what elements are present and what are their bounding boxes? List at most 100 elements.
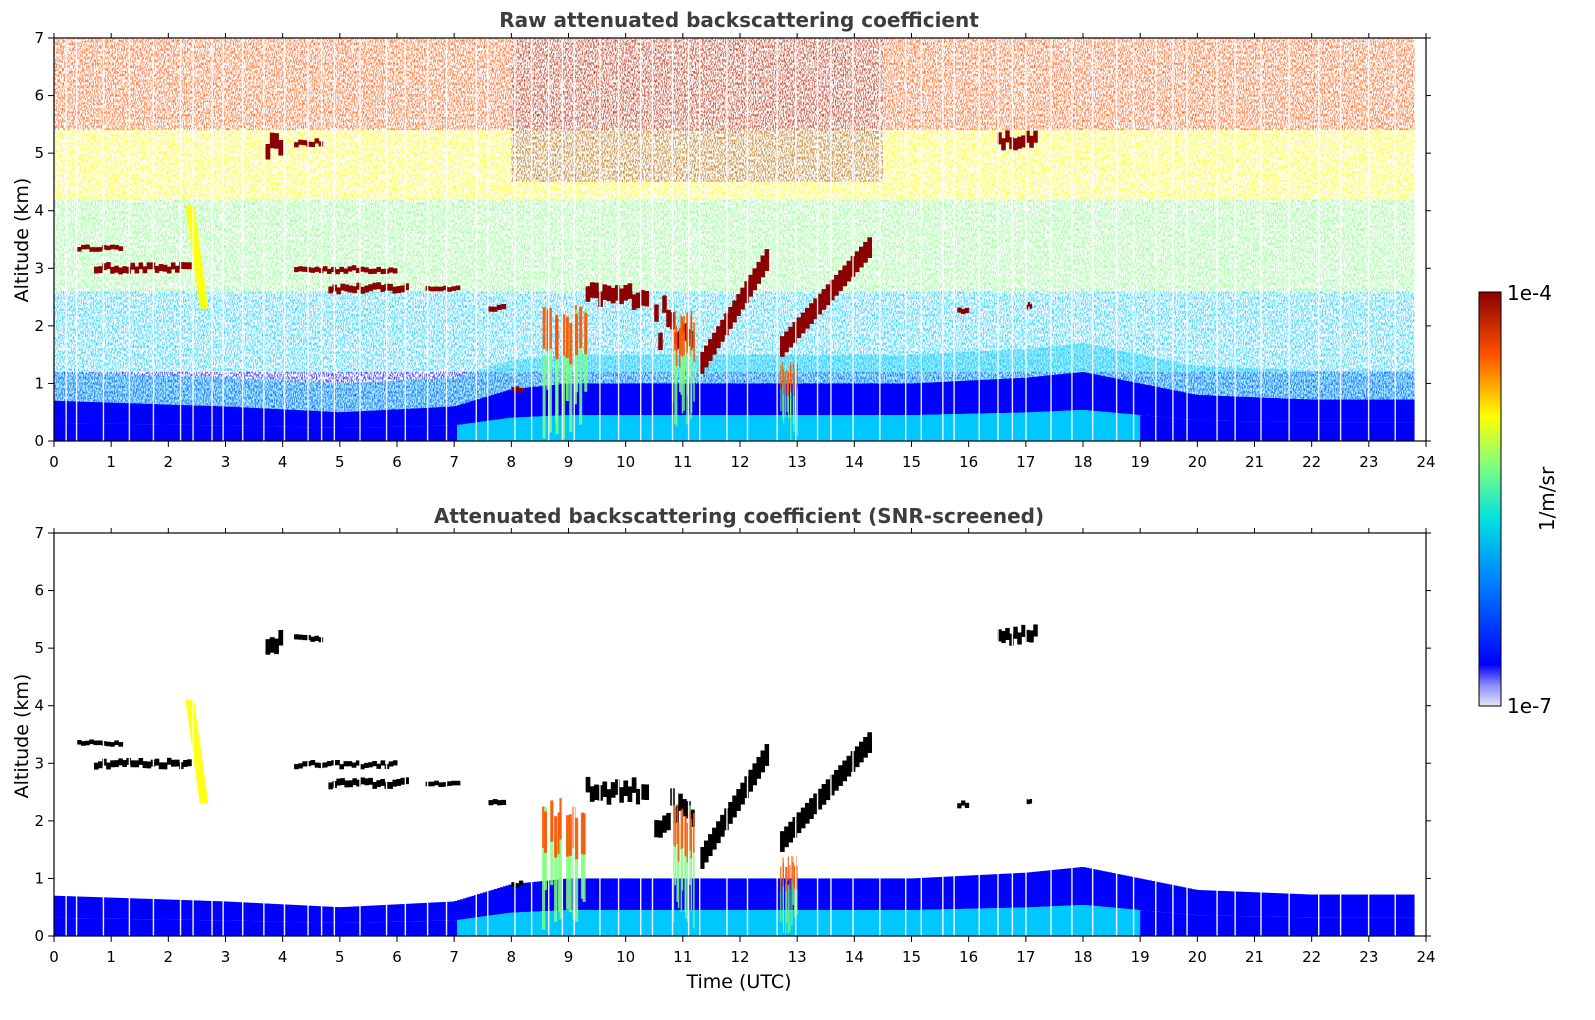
cloud-cell [442, 285, 448, 291]
boundary-layer-halo [994, 350, 998, 380]
boundary-layer-cell [1357, 894, 1361, 918]
boundary-layer-cell [448, 425, 452, 441]
data-gap [359, 533, 361, 936]
boundary-layer-cell [888, 910, 892, 936]
plume-column [690, 831, 693, 911]
data-gap [1071, 533, 1073, 936]
boundary-layer-cell [1025, 872, 1030, 908]
cloud-cell [298, 139, 303, 145]
boundary-layer-cell [408, 408, 412, 427]
boundary-layer-cell [922, 414, 927, 441]
boundary-layer-cell [1203, 890, 1207, 916]
x-tick-label: 2 [164, 453, 174, 471]
boundary-layer-cell [1005, 412, 1010, 441]
boundary-layer-cell [877, 878, 881, 911]
boundary-layer-halo [902, 354, 907, 384]
boundary-layer-halo [840, 354, 844, 384]
boundary-layer-cell [365, 922, 369, 936]
plume-top [542, 806, 546, 849]
boundary-layer-cell [148, 919, 152, 936]
boundary-layer-cell [234, 901, 238, 921]
boundary-layer-cell [517, 912, 521, 936]
cloud-cell [298, 266, 303, 272]
boundary-layer-cell [1343, 917, 1347, 936]
boundary-layer-cell [525, 911, 529, 936]
boundary-layer-cell [848, 383, 852, 416]
boundary-layer-cell [1365, 422, 1370, 441]
boundary-layer-cell [639, 910, 644, 936]
boundary-layer-cell [1300, 917, 1304, 936]
boundary-layer-cell [176, 424, 181, 441]
cloud-cell [396, 286, 401, 293]
boundary-layer-cell [322, 427, 326, 441]
boundary-layer-cell [694, 910, 698, 936]
cloud-cell [162, 762, 168, 770]
boundary-layer-cell [511, 884, 515, 913]
boundary-layer-cell [285, 904, 289, 922]
boundary-layer-cell [245, 902, 249, 921]
boundary-layer-cell [354, 906, 358, 923]
boundary-layer-halo [991, 350, 995, 380]
boundary-layer-cell [242, 920, 246, 936]
boundary-layer-cell [294, 922, 298, 936]
boundary-layer-cell [468, 423, 472, 441]
data-gap [699, 38, 701, 441]
cloud-cell [356, 779, 361, 787]
cloud-cell [340, 283, 345, 291]
boundary-layer-halo [634, 354, 638, 384]
boundary-layer-halo [1340, 370, 1344, 400]
boundary-layer-cell [494, 393, 498, 420]
cloud-cell [94, 266, 99, 274]
boundary-layer-halo [56, 372, 61, 401]
plume-column [550, 802, 554, 886]
boundary-layer-cell [808, 383, 812, 416]
boundary-layer-halo [1394, 370, 1398, 400]
boundary-layer-cell [408, 903, 412, 922]
boundary-layer-cell [1002, 907, 1007, 936]
boundary-layer-halo [1400, 370, 1404, 400]
boundary-layer-cell [497, 393, 501, 420]
boundary-layer-cell [251, 426, 255, 441]
boundary-layer-cell [802, 878, 807, 911]
boundary-layer-cell [316, 427, 321, 441]
boundary-layer-cell [1368, 894, 1373, 918]
boundary-layer-cell [962, 908, 967, 936]
boundary-layer-cell [760, 415, 764, 441]
boundary-layer-cell [131, 424, 135, 441]
cloud-cell [298, 763, 303, 769]
boundary-layer-cell [997, 908, 1001, 936]
boundary-layer-cell [551, 415, 555, 441]
boundary-layer-halo [742, 354, 747, 384]
boundary-layer-cell [1165, 883, 1170, 913]
boundary-layer-halo [296, 381, 301, 411]
boundary-layer-cell [482, 397, 487, 422]
boundary-layer-halo [665, 354, 669, 384]
cloud-cell [179, 262, 184, 269]
boundary-layer-cell [822, 383, 827, 416]
boundary-layer-cell [174, 404, 178, 425]
boundary-layer-cell [1105, 412, 1110, 441]
boundary-layer-cell [751, 383, 755, 416]
boundary-layer-halo [216, 377, 221, 407]
boundary-layer-cell [462, 898, 466, 920]
cloud-cell [788, 326, 793, 348]
boundary-layer-cell [122, 423, 126, 441]
cloud-cell [1001, 630, 1006, 644]
boundary-layer-cell [354, 922, 358, 936]
boundary-layer-halo [342, 383, 346, 412]
data-gap [128, 533, 131, 936]
boundary-layer-halo [494, 365, 498, 394]
boundary-layer-cell [79, 423, 83, 441]
cloud-cell [610, 287, 616, 304]
boundary-layer-cell [211, 406, 215, 426]
boundary-layer-cell [805, 878, 809, 911]
boundary-layer-cell [780, 878, 784, 911]
boundary-layer-cell [322, 411, 326, 428]
cloud-cell [110, 266, 115, 274]
boundary-layer-halo [402, 380, 406, 409]
boundary-layer-cell [1294, 422, 1298, 441]
boundary-layer-cell [871, 415, 875, 441]
boundary-layer-cell [1383, 894, 1387, 918]
cloud-cell [81, 741, 86, 746]
cloud-cell [154, 758, 160, 766]
